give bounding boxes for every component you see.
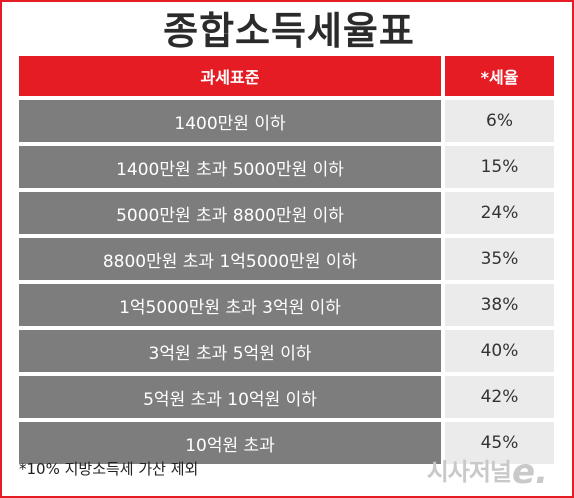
bracket-cell: 5억원 초과 10억원 이하 xyxy=(19,376,441,418)
tax-rate-table: 과세표준 *세율 1400만원 이하 6% 1400만원 초과 5000만원 이… xyxy=(19,56,554,468)
bracket-cell: 5000만원 초과 8800만원 이하 xyxy=(19,192,441,234)
rate-cell: 42% xyxy=(445,376,554,418)
publisher-logo: 시사저널 e. xyxy=(426,452,548,492)
bracket-cell: 1400만원 초과 5000만원 이하 xyxy=(19,146,441,188)
rate-cell: 45% xyxy=(445,422,554,464)
rate-cell: 15% xyxy=(445,146,554,188)
page-title: 종합소득세율표 xyxy=(163,9,415,53)
header-bracket: 과세표준 xyxy=(19,56,441,96)
logo-e-mark: e. xyxy=(512,452,548,492)
bracket-cell: 8800만원 초과 1억5000만원 이하 xyxy=(19,238,441,280)
table-row: 10억원 초과 45% xyxy=(19,422,554,464)
table-row: 5억원 초과 10억원 이하 42% xyxy=(19,376,554,418)
footnote: *10% 지방소득세 가산 제외 xyxy=(19,460,199,478)
rate-cell: 6% xyxy=(445,100,554,142)
rate-cell: 40% xyxy=(445,330,554,372)
rate-cell: 38% xyxy=(445,284,554,326)
table-row: 5000만원 초과 8800만원 이하 24% xyxy=(19,192,554,234)
bracket-cell: 3억원 초과 5억원 이하 xyxy=(19,330,441,372)
rate-cell: 35% xyxy=(445,238,554,280)
table-header-row: 과세표준 *세율 xyxy=(19,56,554,96)
rate-cell: 24% xyxy=(445,192,554,234)
logo-text: 시사저널 xyxy=(426,458,512,486)
table-row: 1400만원 초과 5000만원 이하 15% xyxy=(19,146,554,188)
table-row: 1억5000만원 초과 3억원 이하 38% xyxy=(19,284,554,326)
table-row: 8800만원 초과 1억5000만원 이하 35% xyxy=(19,238,554,280)
bracket-cell: 10억원 초과 xyxy=(19,422,441,464)
table-row: 1400만원 이하 6% xyxy=(19,100,554,142)
table-row: 3억원 초과 5억원 이하 40% xyxy=(19,330,554,372)
bracket-cell: 1억5000만원 초과 3억원 이하 xyxy=(19,284,441,326)
bracket-cell: 1400만원 이하 xyxy=(19,100,441,142)
header-rate: *세율 xyxy=(445,56,554,96)
